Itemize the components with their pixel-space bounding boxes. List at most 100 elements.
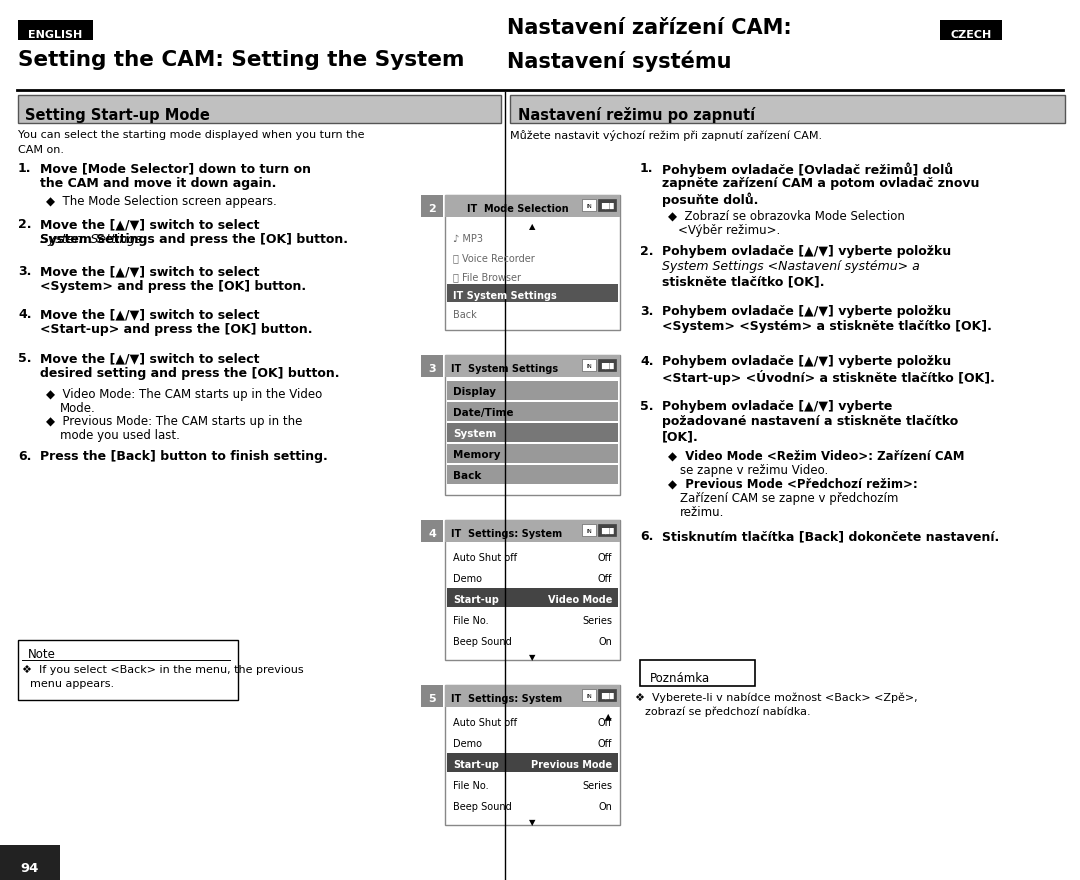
FancyBboxPatch shape — [447, 444, 618, 463]
FancyBboxPatch shape — [447, 402, 618, 421]
FancyBboxPatch shape — [445, 195, 620, 217]
Text: Move [Mode Selector] down to turn on: Move [Mode Selector] down to turn on — [40, 162, 311, 175]
Text: Pohybem ovladače [▲/▼] vyberte položku: Pohybem ovladače [▲/▼] vyberte položku — [662, 305, 951, 318]
FancyBboxPatch shape — [447, 284, 618, 302]
Text: IT System Settings: IT System Settings — [453, 291, 557, 301]
Text: Start-up: Start-up — [453, 760, 499, 770]
Text: Display: Display — [453, 387, 496, 397]
Text: IT  Settings: System: IT Settings: System — [451, 529, 562, 539]
FancyBboxPatch shape — [445, 355, 620, 377]
Text: ▼: ▼ — [529, 654, 536, 663]
Text: Off: Off — [597, 718, 612, 728]
Text: Můžete nastavit výchozí režim při zapnutí zařízení CAM.: Můžete nastavit výchozí režim při zapnut… — [510, 130, 822, 141]
Text: 🎤 Voice Recorder: 🎤 Voice Recorder — [453, 253, 535, 263]
Text: desired setting and press the [OK] button.: desired setting and press the [OK] butto… — [40, 367, 339, 380]
Text: Nastavení režimu po zapnutí: Nastavení režimu po zapnutí — [518, 107, 755, 123]
Text: System Settings: System Settings — [40, 233, 141, 246]
FancyBboxPatch shape — [447, 381, 618, 400]
FancyBboxPatch shape — [582, 359, 596, 371]
Text: 3.: 3. — [640, 305, 653, 318]
Text: zapněte zařízení CAM a potom ovladač znovu: zapněte zařízení CAM a potom ovladač zno… — [662, 177, 980, 190]
Text: ❖  If you select <Back> in the menu, the previous: ❖ If you select <Back> in the menu, the … — [22, 665, 303, 675]
Text: 1.: 1. — [18, 162, 31, 175]
Text: ◆  Previous Mode <Předchozí režim>:: ◆ Previous Mode <Předchozí režim>: — [669, 478, 918, 491]
Text: Pohybem ovladače [▲/▼] vyberte: Pohybem ovladače [▲/▼] vyberte — [662, 400, 892, 413]
Text: Back: Back — [453, 310, 476, 320]
Text: File No.: File No. — [453, 781, 488, 791]
Text: Mode.: Mode. — [60, 402, 96, 415]
Text: 2.: 2. — [18, 218, 31, 231]
Text: ◆  Video Mode: The CAM starts up in the Video: ◆ Video Mode: The CAM starts up in the V… — [46, 388, 322, 401]
Text: 6.: 6. — [640, 530, 653, 543]
FancyBboxPatch shape — [18, 95, 501, 123]
Text: Off: Off — [597, 739, 612, 749]
Text: CAM on.: CAM on. — [18, 145, 64, 155]
Text: 5.: 5. — [640, 400, 653, 413]
FancyBboxPatch shape — [447, 753, 618, 772]
Text: 📄 File Browser: 📄 File Browser — [453, 272, 521, 282]
Text: posuňte dolů.: posuňte dolů. — [662, 192, 758, 207]
Text: Setting Start-up Mode: Setting Start-up Mode — [25, 107, 210, 122]
Text: ███: ███ — [600, 363, 613, 369]
Text: Series: Series — [582, 781, 612, 791]
Text: Nastavení zařízení CAM:: Nastavení zařízení CAM: — [507, 18, 792, 38]
Text: ▼: ▼ — [529, 818, 536, 827]
Text: [OK].: [OK]. — [662, 430, 699, 443]
FancyBboxPatch shape — [18, 640, 238, 700]
Text: On: On — [598, 802, 612, 812]
FancyBboxPatch shape — [447, 423, 618, 442]
Text: menu appears.: menu appears. — [30, 679, 114, 689]
Text: Pohybem ovladače [▲/▼] vyberte položku: Pohybem ovladače [▲/▼] vyberte položku — [662, 245, 951, 258]
Text: ▲: ▲ — [605, 713, 611, 722]
FancyBboxPatch shape — [447, 465, 618, 484]
Text: zobrazí se předchozí nabídka.: zobrazí se předchozí nabídka. — [645, 706, 811, 716]
Text: Beep Sound: Beep Sound — [453, 802, 512, 812]
Text: <Start-up> and press the [OK] button.: <Start-up> and press the [OK] button. — [40, 323, 312, 336]
Text: IN: IN — [586, 693, 592, 699]
Text: 1.: 1. — [640, 162, 653, 175]
FancyBboxPatch shape — [445, 685, 620, 825]
Text: the CAM and move it down again.: the CAM and move it down again. — [40, 177, 276, 190]
FancyBboxPatch shape — [18, 20, 93, 40]
Text: Pohybem ovladače [Ovladač režimů] dolů: Pohybem ovladače [Ovladač režimů] dolů — [662, 162, 954, 177]
FancyBboxPatch shape — [445, 355, 620, 495]
FancyBboxPatch shape — [445, 685, 620, 707]
FancyBboxPatch shape — [940, 20, 1002, 40]
Text: Off: Off — [597, 553, 612, 563]
Text: Video Mode: Video Mode — [548, 595, 612, 605]
Text: Memory: Memory — [453, 450, 500, 460]
FancyBboxPatch shape — [640, 660, 755, 686]
Text: Off: Off — [597, 574, 612, 584]
Text: ▲: ▲ — [529, 223, 536, 231]
FancyBboxPatch shape — [447, 588, 618, 607]
Text: ███: ███ — [600, 693, 613, 699]
FancyBboxPatch shape — [445, 520, 620, 542]
Text: se zapne v režimu Video.: se zapne v režimu Video. — [680, 464, 828, 477]
Text: ◆  Zobrazí se obrazovka Mode Selection: ◆ Zobrazí se obrazovka Mode Selection — [669, 210, 905, 223]
Text: režimu.: režimu. — [680, 506, 725, 519]
Text: IN: IN — [586, 363, 592, 369]
Text: Pohybem ovladače [▲/▼] vyberte položku: Pohybem ovladače [▲/▼] vyberte položku — [662, 355, 951, 368]
Text: Note: Note — [28, 648, 56, 661]
Text: Nastavení systému: Nastavení systému — [507, 50, 731, 71]
Text: 94: 94 — [21, 862, 39, 875]
Text: Demo: Demo — [453, 574, 482, 584]
Text: IN: IN — [586, 203, 592, 209]
Text: ♪ MP3: ♪ MP3 — [453, 234, 483, 244]
FancyBboxPatch shape — [510, 95, 1065, 123]
Text: ❖  Vyberete-li v nabídce možnost <Back> <Zpě>,: ❖ Vyberete-li v nabídce možnost <Back> <… — [635, 692, 918, 702]
FancyBboxPatch shape — [582, 199, 596, 211]
Text: CZECH: CZECH — [950, 30, 991, 40]
Text: Start-up: Start-up — [453, 595, 499, 605]
Text: 5.: 5. — [18, 352, 31, 365]
Text: 4: 4 — [428, 529, 436, 539]
Text: <Start-up> <Úvodní> a stiskněte tlačítko [OK].: <Start-up> <Úvodní> a stiskněte tlačítko… — [662, 370, 995, 385]
Text: požadované nastavení a stiskněte tlačítko: požadované nastavení a stiskněte tlačítk… — [662, 415, 958, 428]
Text: mode you used last.: mode you used last. — [60, 429, 180, 442]
FancyBboxPatch shape — [421, 685, 443, 707]
Text: ███: ███ — [600, 203, 613, 209]
Text: Stisknutím tlačítka [Back] dokončete nastavení.: Stisknutím tlačítka [Back] dokončete nas… — [662, 530, 999, 543]
FancyBboxPatch shape — [598, 524, 616, 536]
Text: Poznámka: Poznámka — [650, 671, 711, 685]
Text: Zařízení CAM se zapne v předchozím: Zařízení CAM se zapne v předchozím — [680, 492, 899, 505]
